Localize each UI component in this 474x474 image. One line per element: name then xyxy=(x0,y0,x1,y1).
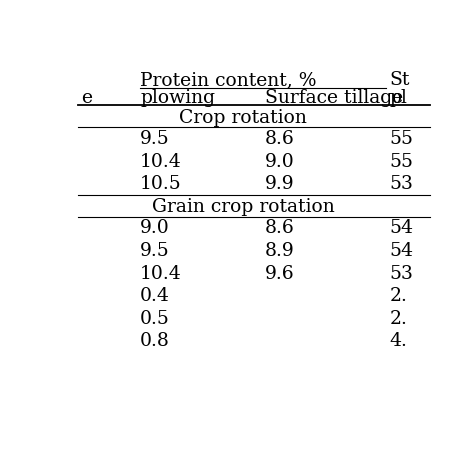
Text: 9.5: 9.5 xyxy=(140,242,170,260)
Text: 8.6: 8.6 xyxy=(265,130,295,148)
Text: pl: pl xyxy=(390,89,408,107)
Text: Surface tillage: Surface tillage xyxy=(265,89,403,107)
Text: 4.: 4. xyxy=(390,332,408,350)
Text: 8.6: 8.6 xyxy=(265,219,295,237)
Text: 53: 53 xyxy=(390,175,414,193)
Text: 54: 54 xyxy=(390,219,414,237)
Text: Grain crop rotation: Grain crop rotation xyxy=(152,198,334,216)
Text: Protein content, %: Protein content, % xyxy=(140,72,317,90)
Text: 9.0: 9.0 xyxy=(140,219,170,237)
Text: 55: 55 xyxy=(390,153,414,171)
Text: Crop rotation: Crop rotation xyxy=(179,109,307,127)
Text: 54: 54 xyxy=(390,242,414,260)
Text: 0.8: 0.8 xyxy=(140,332,170,350)
Text: 53: 53 xyxy=(390,264,414,283)
Text: e: e xyxy=(82,89,92,107)
Text: 9.5: 9.5 xyxy=(140,130,170,148)
Text: 10.4: 10.4 xyxy=(140,264,182,283)
Text: 9.0: 9.0 xyxy=(265,153,295,171)
Text: 0.4: 0.4 xyxy=(140,287,170,305)
Text: 10.5: 10.5 xyxy=(140,175,182,193)
Text: 10.4: 10.4 xyxy=(140,153,182,171)
Text: St: St xyxy=(390,72,410,90)
Text: 2.: 2. xyxy=(390,310,408,328)
Text: 9.6: 9.6 xyxy=(265,264,294,283)
Text: plowing: plowing xyxy=(140,89,215,107)
Text: 0.5: 0.5 xyxy=(140,310,170,328)
Text: 55: 55 xyxy=(390,130,414,148)
Text: 8.9: 8.9 xyxy=(265,242,295,260)
Text: 2.: 2. xyxy=(390,287,408,305)
Text: 9.9: 9.9 xyxy=(265,175,294,193)
